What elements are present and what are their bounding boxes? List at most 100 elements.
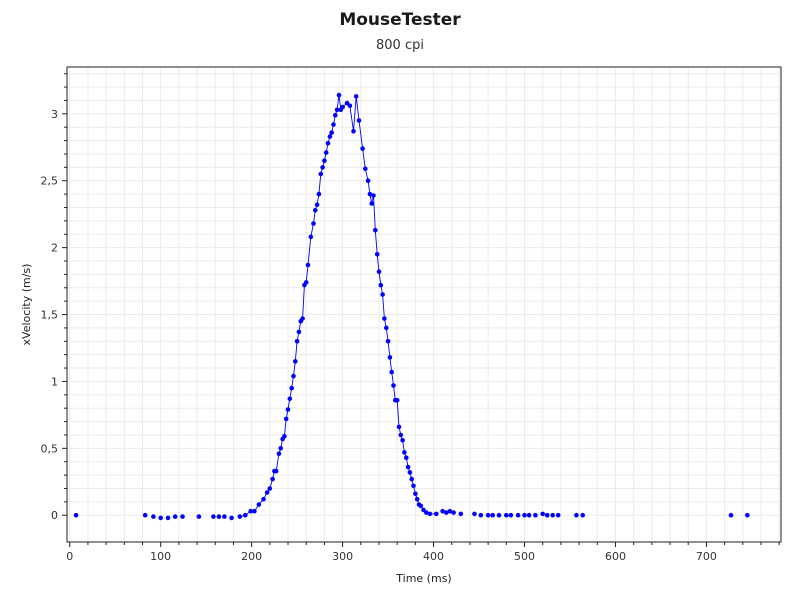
data-point — [276, 451, 282, 457]
data-point — [434, 511, 439, 517]
data-point — [574, 512, 579, 518]
data-point — [382, 316, 387, 321]
plot-area — [66, 66, 782, 543]
data-point — [580, 512, 585, 518]
data-point — [504, 512, 509, 518]
data-point — [427, 511, 433, 517]
data-point — [396, 424, 402, 430]
data-point — [411, 483, 416, 489]
data-point — [496, 512, 502, 518]
data-point — [490, 512, 496, 518]
data-point — [313, 207, 318, 213]
y-tick-label: 1,5 — [41, 309, 59, 322]
data-point — [458, 511, 464, 517]
data-point — [365, 178, 371, 183]
data-point — [391, 383, 396, 388]
data-point — [316, 191, 322, 197]
data-point — [402, 450, 407, 455]
data-point — [291, 373, 296, 379]
data-point — [270, 476, 275, 482]
data-point — [314, 202, 320, 208]
y-tick-label: 3 — [51, 108, 58, 121]
data-point — [180, 514, 185, 519]
series-line — [239, 95, 437, 518]
data-point — [356, 118, 362, 123]
data-point — [289, 385, 295, 391]
data-point — [371, 193, 376, 198]
data-point — [367, 191, 373, 197]
data-point — [385, 339, 391, 344]
data-point — [347, 103, 353, 109]
x-tick-label: 400 — [423, 550, 444, 563]
y-tick-label: 0,5 — [41, 442, 59, 455]
x-tick-label: 700 — [696, 550, 717, 563]
data-point — [329, 130, 335, 135]
data-point — [320, 165, 325, 170]
y-tick-label: 1 — [51, 375, 58, 388]
data-point — [278, 446, 284, 451]
data-point — [331, 122, 336, 127]
data-point — [322, 158, 327, 163]
data-point — [384, 325, 389, 331]
data-point — [158, 515, 163, 521]
data-point — [522, 512, 527, 518]
data-point — [285, 407, 291, 412]
data-point — [267, 486, 273, 491]
data-point — [413, 491, 418, 497]
x-tick-label: 0 — [66, 550, 73, 563]
data-point — [256, 502, 262, 507]
data-point — [333, 112, 338, 118]
data-point — [336, 92, 342, 98]
data-point — [305, 262, 311, 268]
data-point — [376, 269, 382, 275]
data-point — [311, 221, 316, 226]
data-point — [303, 280, 309, 285]
data-point — [216, 514, 222, 519]
data-point — [404, 455, 409, 461]
data-point — [389, 369, 395, 375]
data-point — [287, 396, 293, 402]
data-point — [248, 508, 253, 514]
data-point — [73, 512, 79, 518]
data-point — [414, 496, 420, 502]
data-point — [478, 512, 484, 518]
data-point — [447, 508, 453, 514]
data-point — [327, 134, 333, 139]
data-point — [340, 104, 345, 110]
x-tick-label: 200 — [241, 550, 262, 563]
data-point — [142, 512, 148, 518]
data-point — [369, 201, 375, 206]
data-point — [334, 107, 340, 113]
data-point — [353, 94, 359, 99]
data-point — [472, 511, 477, 517]
data-point — [252, 508, 257, 514]
data-point — [282, 434, 287, 439]
data-point — [394, 397, 400, 403]
data-point — [550, 512, 555, 518]
data-point — [308, 234, 314, 240]
data-point — [508, 512, 514, 518]
data-point — [400, 438, 405, 443]
data-point — [165, 515, 171, 521]
data-point — [515, 512, 521, 518]
data-point — [323, 150, 329, 155]
data-point — [440, 508, 445, 514]
data-point — [273, 468, 279, 474]
data-point — [237, 514, 243, 519]
x-tick-label: 300 — [332, 550, 353, 563]
data-point — [405, 464, 411, 470]
data-point — [296, 329, 302, 335]
data-point — [373, 227, 378, 233]
data-point — [418, 503, 424, 509]
data-point — [172, 514, 178, 519]
data-point — [378, 282, 384, 288]
x-axis-title: Time (ms) — [395, 572, 451, 585]
data-point — [243, 512, 248, 518]
data-point — [424, 510, 429, 515]
data-point — [374, 252, 380, 257]
x-tick-label: 500 — [514, 550, 535, 563]
data-point — [485, 512, 491, 518]
axes: 0 100 200 300 400 500 600 700 0 0,5 1 1,5 2 2,5 3 — [41, 73, 780, 563]
data-point — [222, 514, 227, 519]
